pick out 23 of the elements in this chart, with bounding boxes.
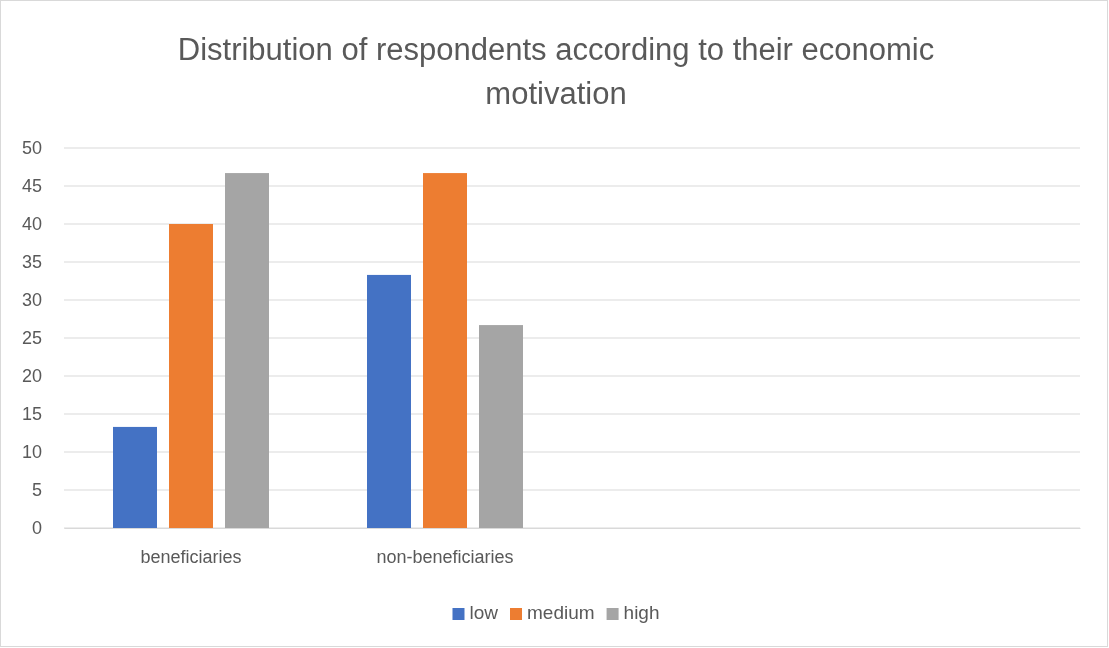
chart-title: Distribution of respondents according to their economic motivation (177, 32, 935, 111)
y-tick-label: 45 (21, 176, 42, 197)
bar (479, 325, 523, 528)
y-tick-label: 15 (21, 404, 42, 425)
bar (113, 426, 157, 528)
bar (367, 274, 411, 528)
y-tick-label: 10 (21, 442, 42, 463)
y-tick-label: 40 (21, 214, 42, 235)
bar (423, 173, 467, 528)
bar (225, 173, 269, 528)
legend-label: low (469, 602, 499, 623)
y-tick-label: 25 (21, 328, 42, 349)
y-tick-label: 35 (21, 252, 42, 273)
x-tick-label: beneficiaries (140, 546, 242, 567)
y-tick-label: 0 (31, 518, 42, 539)
legend-label: high (623, 602, 660, 623)
y-tick-label: 5 (31, 480, 42, 501)
y-tick-label: 20 (21, 366, 42, 387)
y-tick-label: 50 (21, 138, 42, 159)
x-tick-label: non-beneficiaries (376, 546, 514, 567)
legend-label: medium (527, 602, 595, 623)
bar (169, 224, 213, 528)
y-tick-label: 30 (21, 290, 42, 311)
